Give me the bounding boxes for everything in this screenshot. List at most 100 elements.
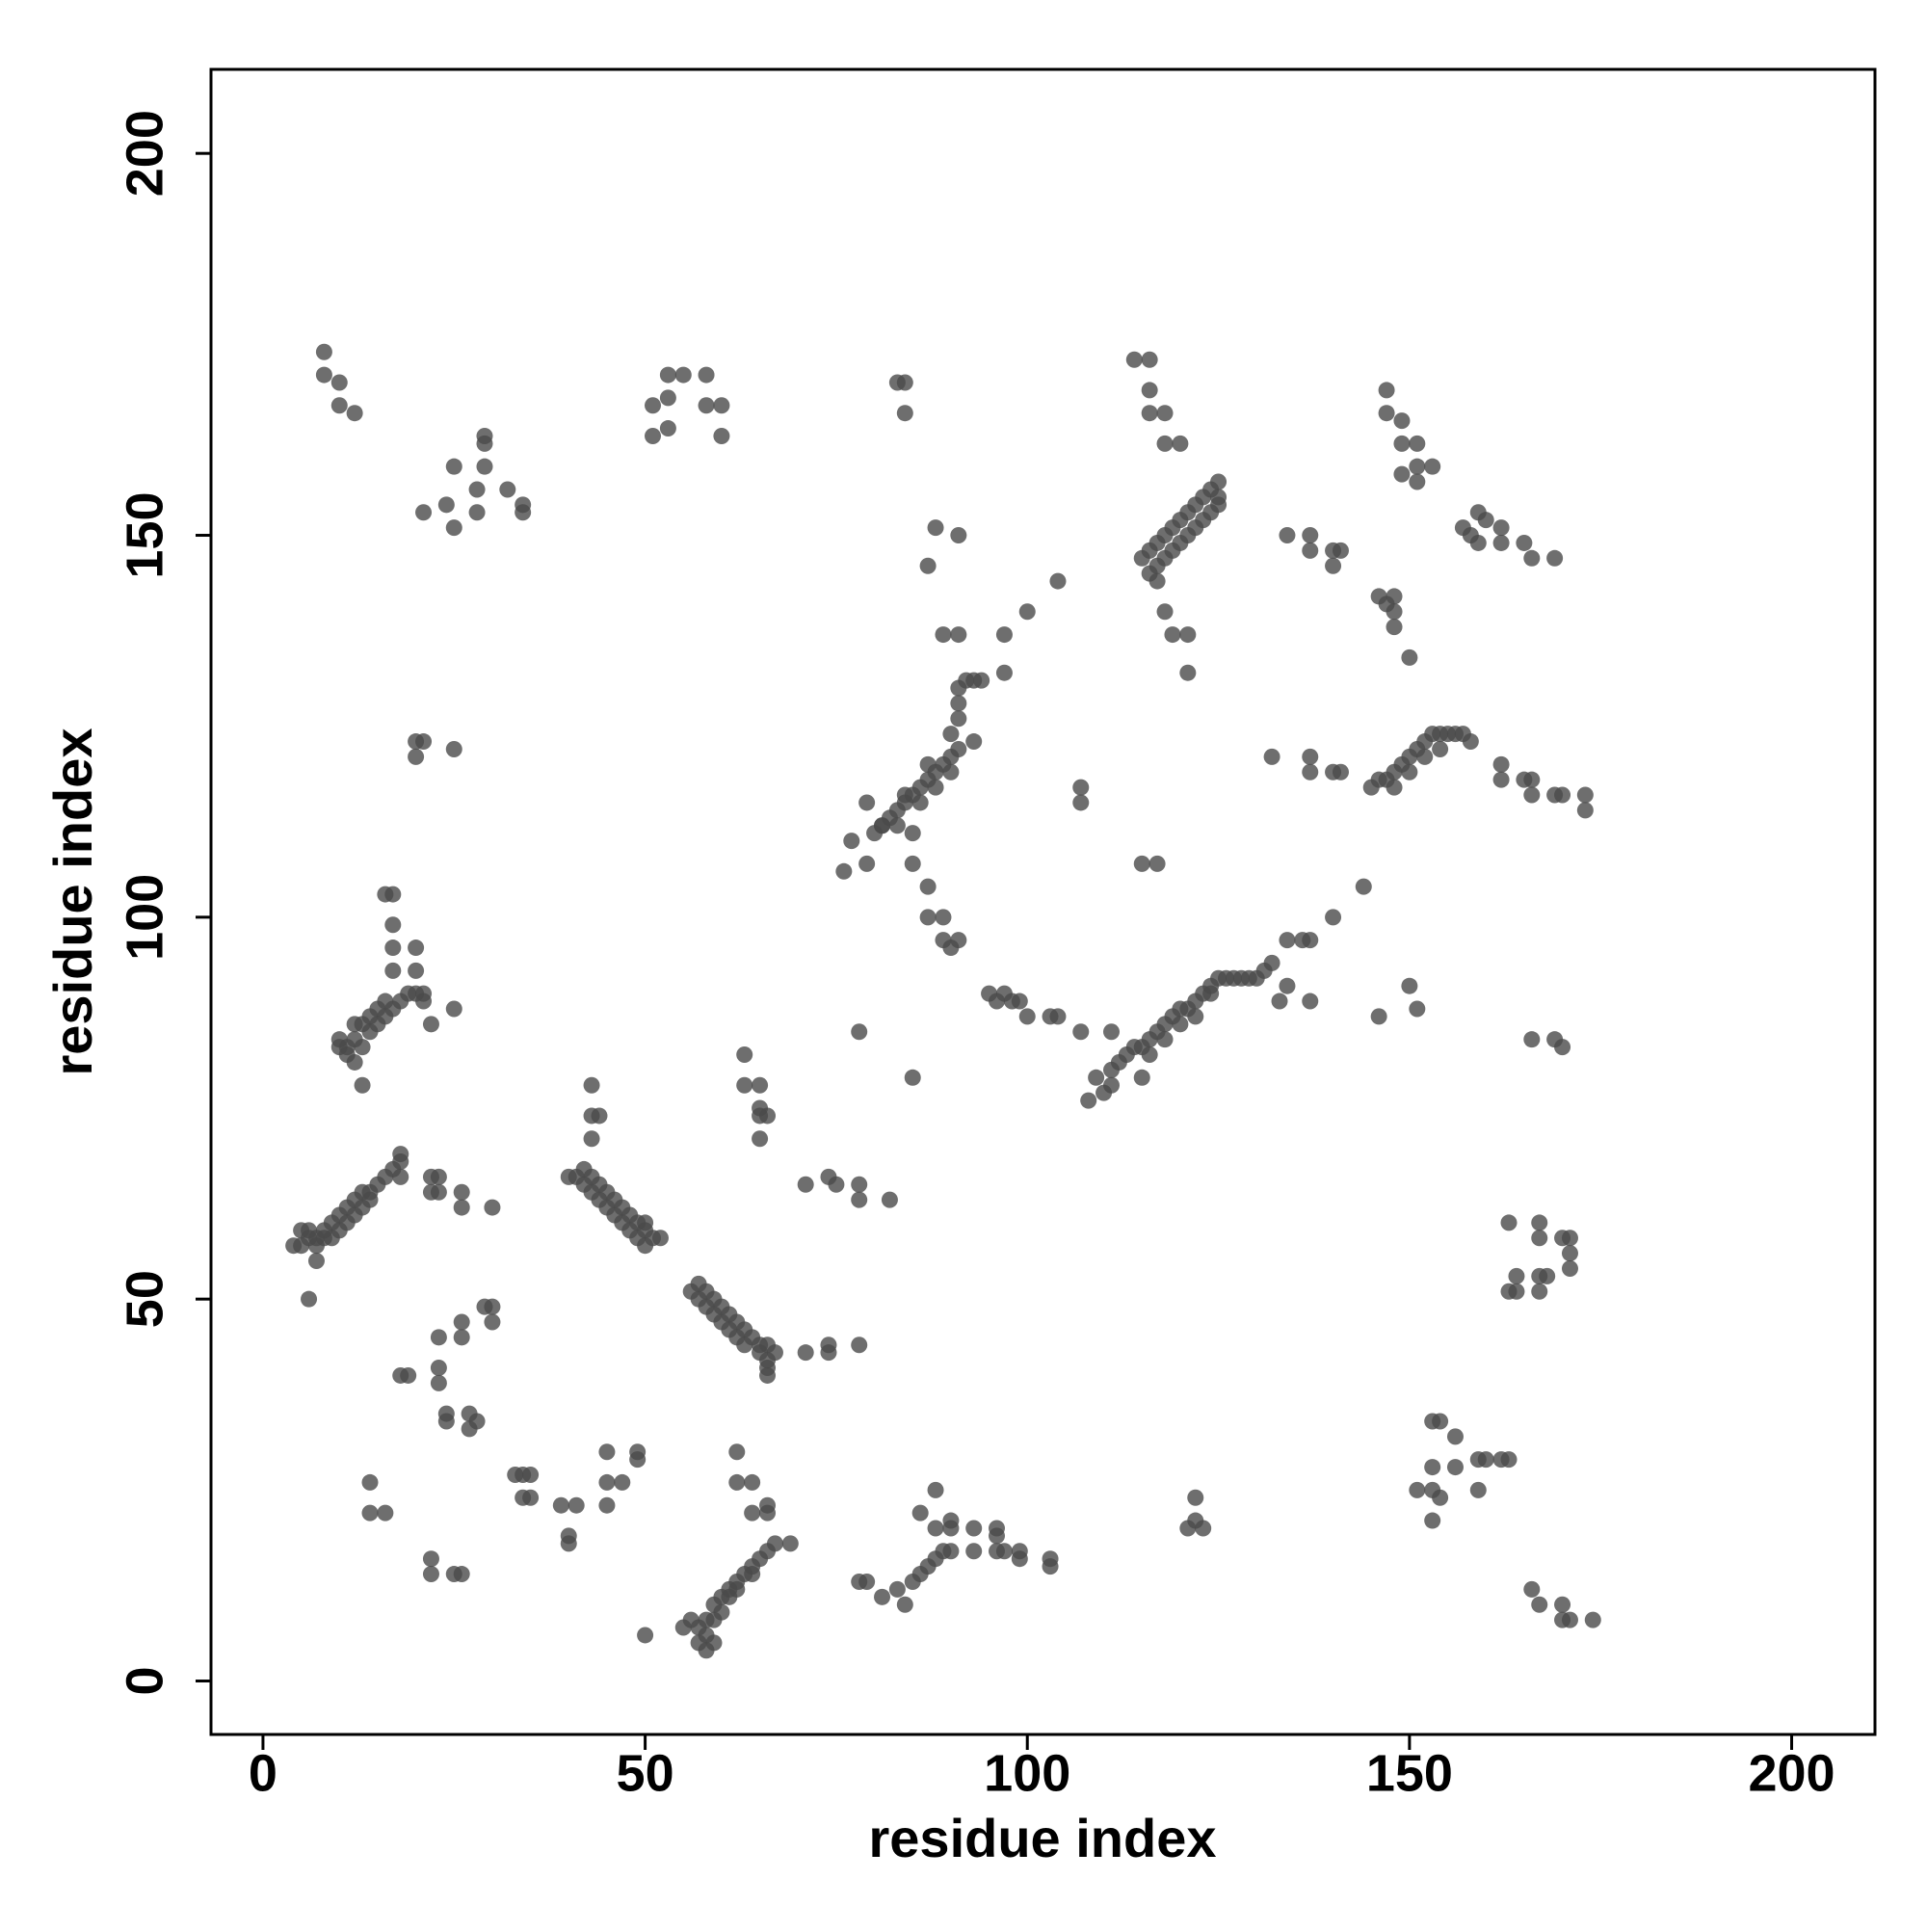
point (989, 1527, 1006, 1545)
point (1554, 1596, 1571, 1613)
point (1172, 1016, 1189, 1033)
point (1424, 458, 1441, 475)
point (1523, 549, 1541, 567)
point (568, 1496, 585, 1514)
point (415, 733, 433, 751)
point (437, 496, 455, 514)
point (919, 909, 937, 926)
point (1011, 992, 1028, 1010)
point (942, 1512, 960, 1529)
point (1072, 794, 1090, 811)
point (415, 985, 433, 1002)
point (874, 817, 891, 834)
point (851, 1191, 868, 1208)
point (942, 1543, 960, 1560)
point (1141, 351, 1158, 368)
point (1432, 1489, 1449, 1506)
point (476, 435, 493, 452)
point (1179, 626, 1197, 644)
point (430, 1329, 447, 1346)
point (935, 909, 952, 926)
point (1393, 435, 1411, 452)
point (904, 855, 921, 872)
point (1072, 779, 1090, 796)
point (1011, 1550, 1028, 1568)
point (1446, 1459, 1464, 1476)
point (445, 1000, 462, 1018)
point (484, 1298, 501, 1315)
point (911, 1504, 929, 1522)
point (904, 825, 921, 842)
point (736, 1076, 753, 1094)
point (400, 1366, 417, 1384)
point (430, 1168, 447, 1185)
point (1141, 405, 1158, 422)
point (1179, 664, 1197, 681)
point (965, 733, 983, 751)
point (629, 1451, 647, 1469)
point (835, 862, 853, 880)
point (1263, 954, 1280, 971)
x-axis-title: residue index (868, 1808, 1216, 1868)
point (1469, 1481, 1487, 1498)
point (445, 458, 462, 475)
point (1576, 802, 1594, 819)
point (797, 1176, 814, 1193)
point (1393, 465, 1411, 483)
point (942, 940, 960, 957)
point (614, 1473, 631, 1491)
point (682, 1611, 700, 1628)
point (1386, 779, 1403, 796)
point (1141, 1046, 1158, 1064)
point (896, 405, 913, 422)
point (583, 1130, 600, 1148)
point (995, 664, 1013, 681)
point (1302, 527, 1319, 544)
point (1401, 977, 1418, 994)
point (995, 1543, 1013, 1560)
point (1416, 748, 1434, 765)
point (361, 1191, 379, 1208)
point (766, 1535, 783, 1552)
point (552, 1496, 569, 1514)
point (858, 794, 876, 811)
point (330, 397, 348, 414)
point (950, 740, 967, 757)
point (698, 397, 715, 414)
point (759, 1337, 777, 1354)
point (346, 405, 363, 422)
point (759, 1366, 777, 1384)
point (1424, 1512, 1441, 1529)
point (1325, 557, 1342, 574)
point (468, 1413, 486, 1430)
point (453, 1199, 470, 1216)
point (919, 878, 937, 895)
plot-frame (209, 67, 1877, 1736)
y-tick-label: 0 (116, 1666, 173, 1695)
point (415, 504, 433, 521)
point (1523, 1031, 1541, 1048)
point (1531, 1283, 1548, 1300)
point (752, 1076, 769, 1094)
point (422, 1566, 439, 1583)
point (1279, 977, 1296, 994)
point (1141, 382, 1158, 399)
point (1539, 1267, 1556, 1284)
point (1492, 755, 1510, 773)
point (1378, 405, 1395, 422)
point (659, 420, 676, 437)
point (384, 886, 402, 903)
point (651, 1230, 669, 1247)
point (1386, 619, 1403, 636)
point (384, 940, 402, 957)
point (384, 916, 402, 934)
point (911, 794, 929, 811)
point (1492, 519, 1510, 537)
point (1370, 1008, 1387, 1025)
point (1477, 1451, 1494, 1469)
point (888, 817, 906, 834)
point (942, 726, 960, 743)
point (744, 1504, 761, 1522)
point (354, 1039, 371, 1056)
point (1302, 932, 1319, 949)
